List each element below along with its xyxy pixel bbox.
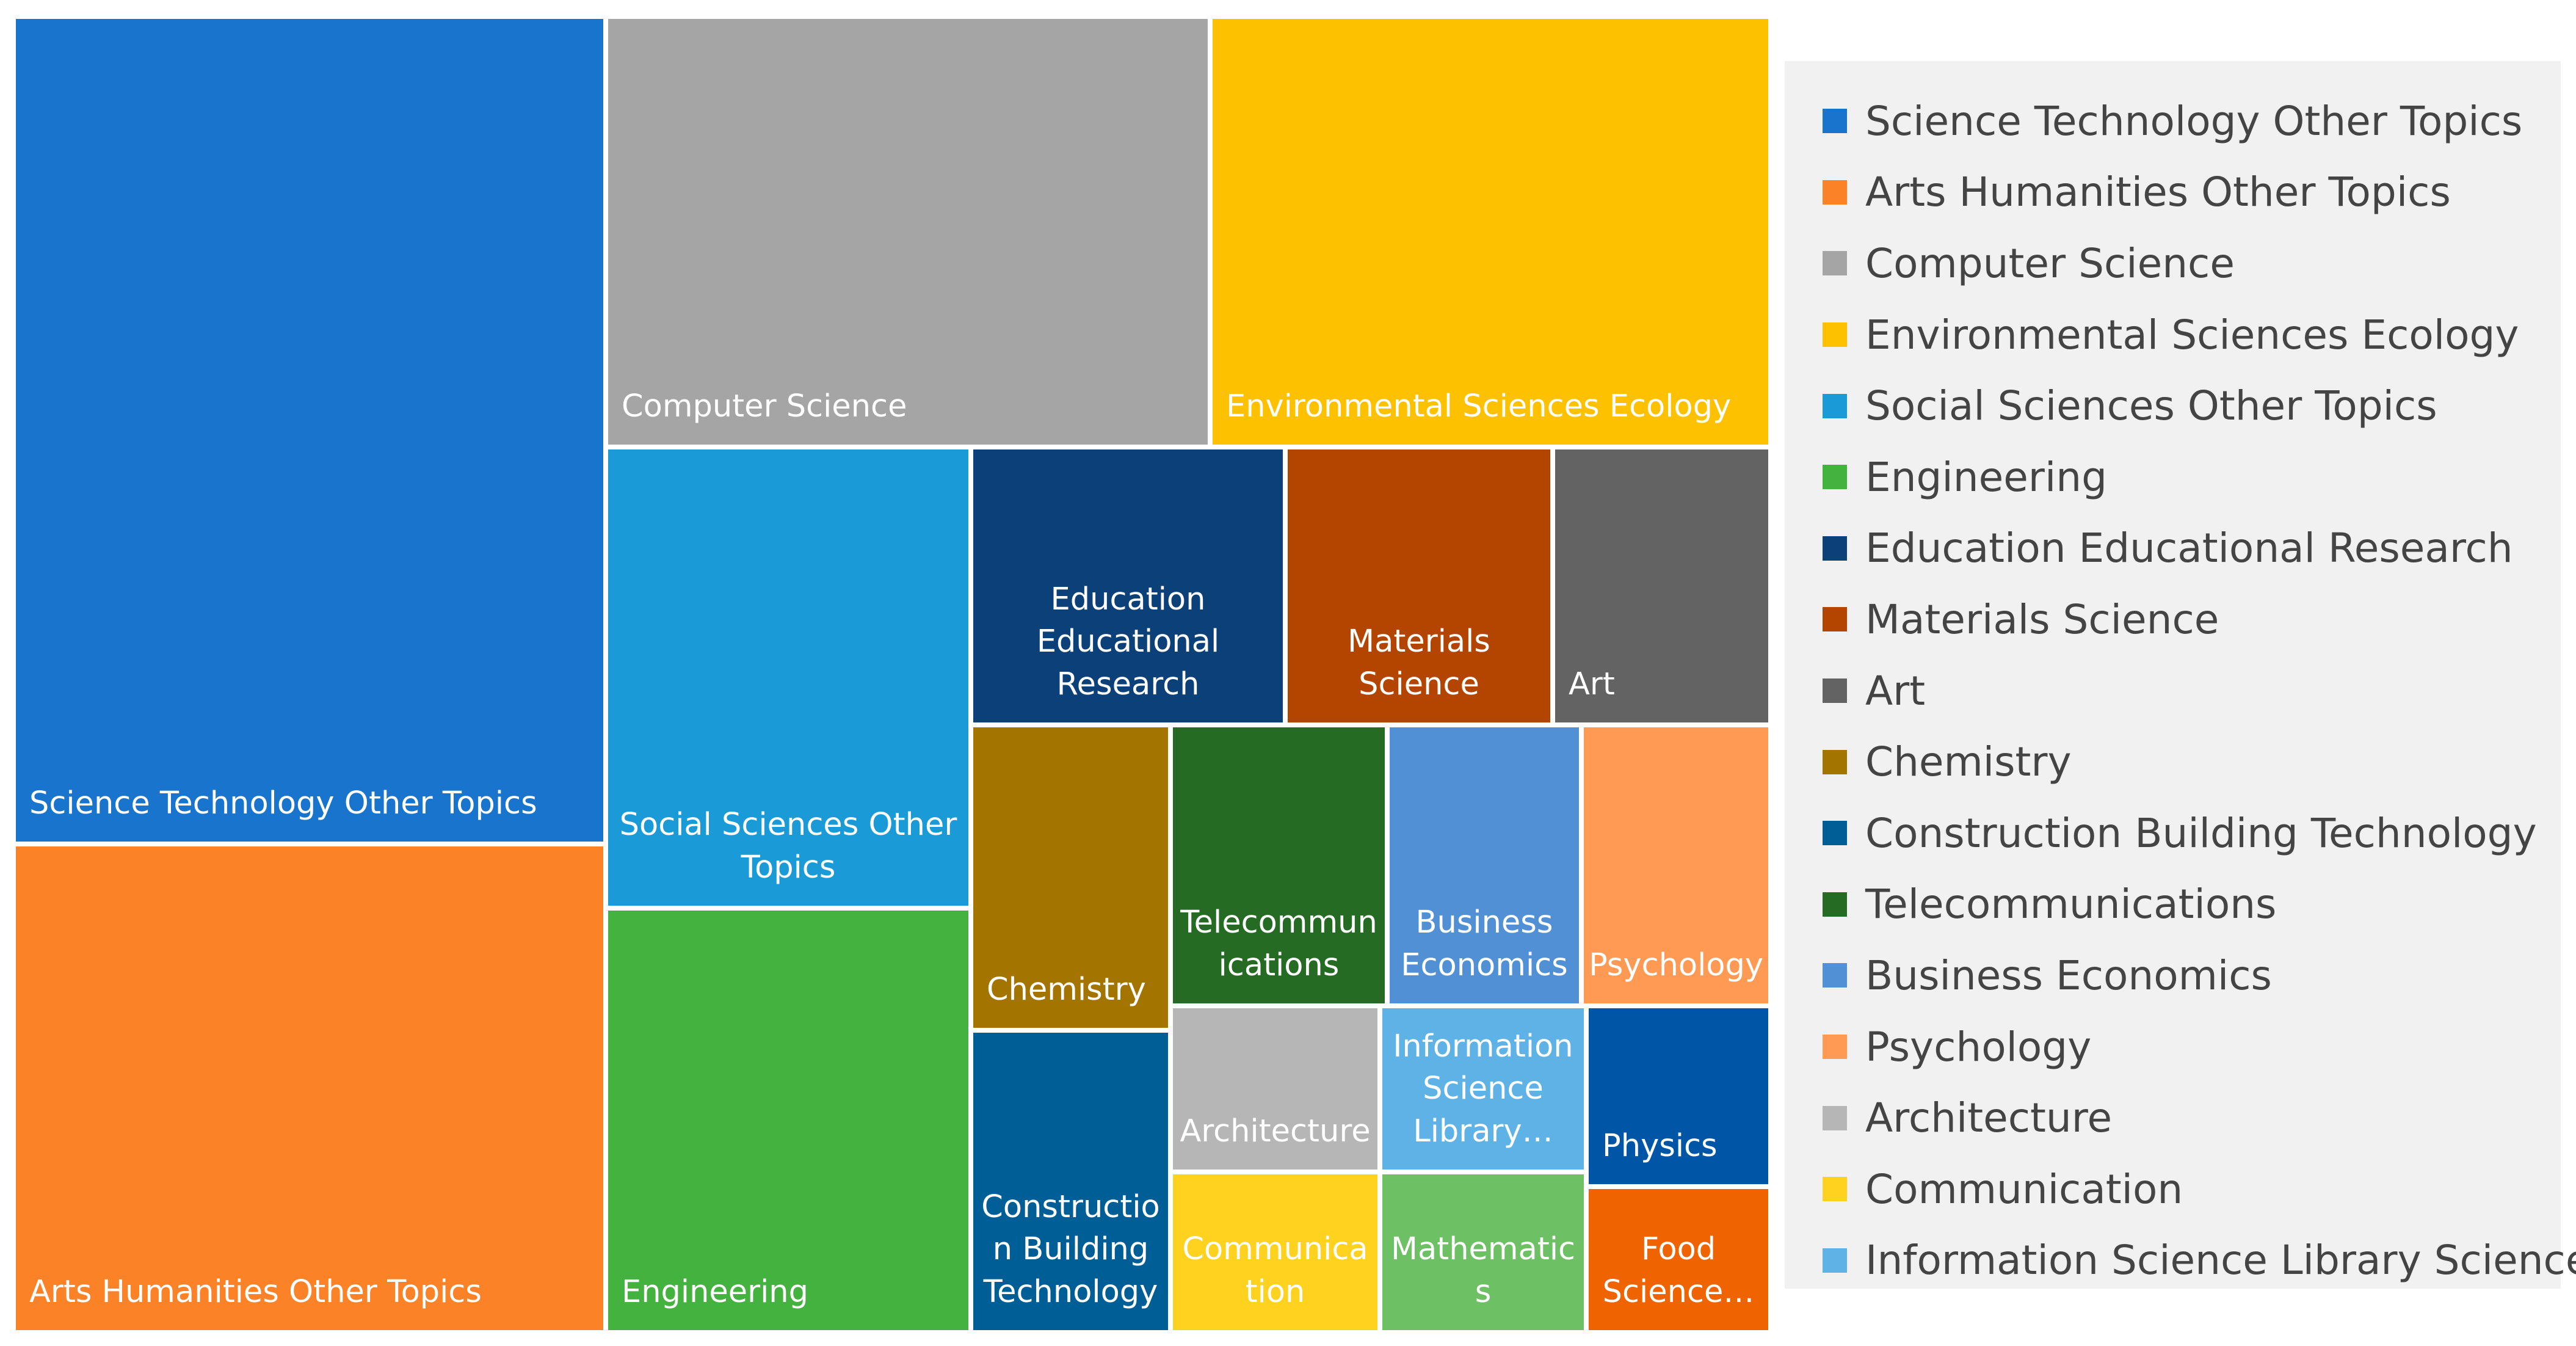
legend-item-materials-science: Materials Science (1823, 584, 2561, 655)
tile-label: Materials Science (1348, 624, 1490, 702)
legend-swatch (1823, 1248, 1847, 1273)
tile-mathematics: Mathematic s (1380, 1172, 1586, 1333)
legend-swatch (1823, 963, 1847, 988)
legend-swatch (1823, 678, 1847, 704)
tile-science-technology-other-topics: Science Technology Other Topics (13, 16, 606, 844)
tile-label: Art (1569, 666, 1615, 702)
legend-label: Information Science Library Science (1865, 1237, 2576, 1284)
legend-label: Education Educational Research (1865, 525, 2513, 572)
legend-label: Telecommunications (1865, 881, 2277, 928)
tile-label: Environmental Sciences Ecology (1226, 388, 1732, 424)
legend-swatch (1823, 465, 1847, 490)
legend-label: Business Economics (1865, 951, 2272, 999)
legend-label: Communication (1865, 1165, 2183, 1213)
legend-label: Chemistry (1865, 738, 2072, 786)
legend-label: Engineering (1865, 453, 2107, 501)
legend: Science Technology Other Topics Arts Huma… (1785, 61, 2576, 1289)
legend-swatch (1823, 1035, 1847, 1060)
legend-item-engineering: Engineering (1823, 442, 2561, 513)
legend-item-art: Art (1823, 655, 2561, 727)
tile-chemistry: Chemistry (971, 725, 1170, 1030)
legend-item-information-science-library-science: Information Science Library Science (1823, 1225, 2576, 1297)
legend-item-social-sciences-other-topics: Social Sciences Other Topics (1823, 370, 2561, 442)
legend-swatch (1823, 180, 1847, 205)
tile-architecture: Architecture (1170, 1006, 1380, 1172)
tile-label: Business Economics (1401, 904, 1568, 983)
tile-physics: Physics (1586, 1006, 1771, 1187)
legend-item-telecommunications: Telecommunications (1823, 869, 2561, 940)
tile-label: Information Science Library… (1393, 1028, 1573, 1149)
tile-label: Education Educational Research (1036, 581, 1220, 702)
tile-label: Food Science… (1602, 1231, 1755, 1310)
tile-label: Architecture (1180, 1113, 1371, 1149)
tile-psychology: Psychology (1581, 725, 1771, 1006)
tile-label: Physics (1602, 1127, 1718, 1164)
tile-label: Communica tion (1182, 1231, 1368, 1310)
tile-engineering: Engineering (606, 908, 971, 1333)
legend-label: Architecture (1865, 1094, 2113, 1142)
legend-label: Arts Humanities Other Topics (1865, 169, 2451, 216)
tile-telecommunications: Telecommun ications (1170, 725, 1387, 1006)
tile-label: Arts Humanities Other Topics (29, 1273, 482, 1310)
tile-arts-humanities-other-topics: Arts Humanities Other Topics (13, 844, 606, 1333)
legend-item-chemistry: Chemistry (1823, 726, 2561, 798)
tile-information-science-library-science: Information Science Library… (1380, 1006, 1586, 1172)
legend-swatch (1823, 821, 1847, 846)
legend-item-education-educational-research: Education Educational Research (1823, 513, 2561, 584)
legend-label: Computer Science (1865, 239, 2235, 287)
tile-label: Social Sciences Other Topics (619, 807, 957, 886)
legend-swatch (1823, 322, 1847, 347)
legend-item-computer-science: Computer Science (1823, 228, 2561, 299)
tile-label: Psychology (1588, 947, 1764, 983)
tile-label: Constructio n Building Technology (981, 1188, 1160, 1310)
tile-materials-science: Materials Science (1285, 447, 1553, 725)
tile-label: Science Technology Other Topics (29, 785, 537, 821)
legend-item-psychology: Psychology (1823, 1011, 2561, 1083)
tile-label: Mathematic s (1390, 1231, 1576, 1310)
legend-label: Environmental Sciences Ecology (1865, 311, 2519, 358)
legend-item-communication: Communication (1823, 1154, 2561, 1225)
tile-computer-science: Computer Science (606, 16, 1210, 447)
tile-education-educational-research: Education Educational Research (971, 447, 1285, 725)
tile-social-sciences-other-topics: Social Sciences Other Topics (606, 447, 971, 908)
legend-item-science-technology-other-topics: Science Technology Other Topics (1823, 85, 2561, 157)
tile-food-science-technology: Food Science… (1586, 1187, 1771, 1333)
tile-label: Telecommun ications (1180, 904, 1377, 983)
legend-item-construction-building-technology: Construction Building Technology (1823, 798, 2561, 869)
legend-label: Psychology (1865, 1023, 2092, 1071)
tile-communication: Communica tion (1170, 1172, 1380, 1333)
legend-swatch (1823, 536, 1847, 561)
tile-label: Computer Science (622, 388, 907, 424)
tile-construction-building-technology: Constructio n Building Technology (971, 1030, 1170, 1333)
legend-label: Art (1865, 667, 1926, 715)
legend-swatch (1823, 393, 1847, 418)
legend-swatch (1823, 109, 1847, 134)
legend-label: Materials Science (1865, 595, 2219, 643)
tile-business-economics: Business Economics (1387, 725, 1581, 1006)
legend-swatch (1823, 892, 1847, 917)
tile-environmental-sciences-ecology: Environmental Sciences Ecology (1210, 16, 1771, 447)
legend-swatch (1823, 749, 1847, 774)
legend-item-arts-humanities-other-topics: Arts Humanities Other Topics (1823, 157, 2561, 228)
tile-label: Chemistry (987, 971, 1146, 1008)
tile-label: Engineering (622, 1273, 808, 1310)
legend-swatch (1823, 1177, 1847, 1202)
legend-swatch (1823, 251, 1847, 276)
legend-label: Science Technology Other Topics (1865, 97, 2523, 145)
legend-item-business-economics: Business Economics (1823, 940, 2561, 1011)
legend-label: Construction Building Technology (1865, 809, 2537, 857)
legend-swatch (1823, 1105, 1847, 1130)
tile-art: Art (1553, 447, 1771, 725)
legend-item-environmental-sciences-ecology: Environmental Sciences Ecology (1823, 299, 2561, 371)
legend-item-architecture: Architecture (1823, 1082, 2561, 1154)
legend-label: Social Sciences Other Topics (1865, 382, 2437, 430)
legend-swatch (1823, 607, 1847, 632)
